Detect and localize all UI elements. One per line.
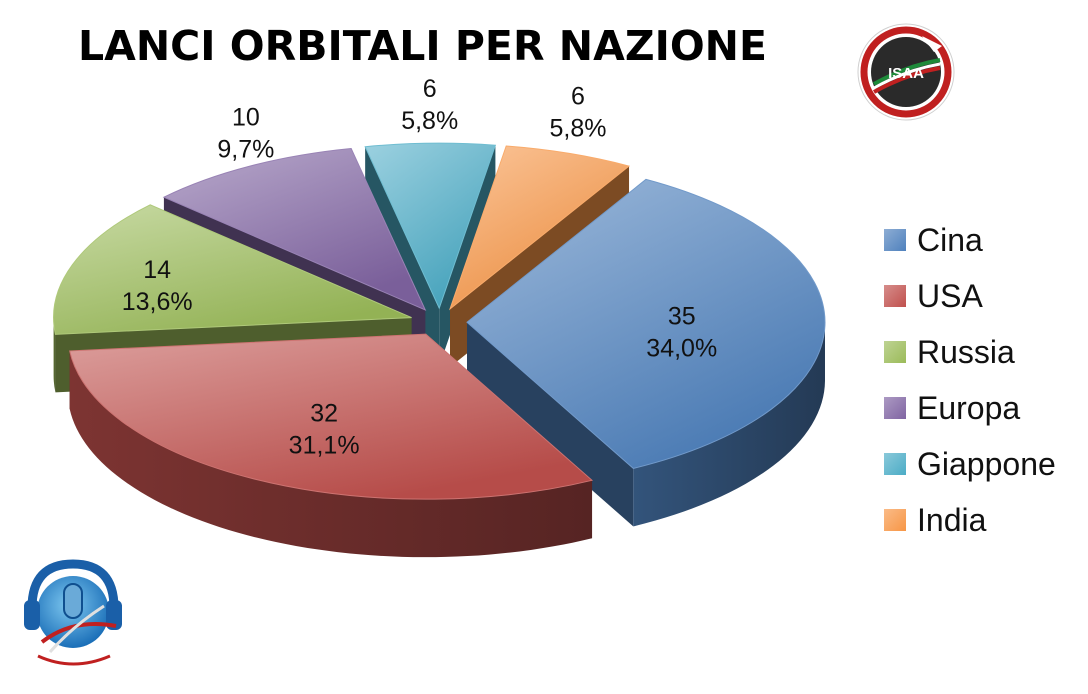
legend-swatch: [884, 509, 906, 531]
isaa-logo: ISAA: [857, 23, 955, 121]
legend-swatch: [884, 341, 906, 363]
slice-tops: [53, 142, 826, 500]
slice-side-russia: [53, 317, 56, 393]
radio-logo: [24, 559, 122, 666]
legend-swatch: [884, 229, 906, 251]
legend-swatch: [884, 453, 906, 475]
legend-swatch: [884, 397, 906, 419]
slice-wall-cina: [466, 322, 634, 527]
slice-labels: 35 34,0% 32 31,1% 14 13,6% 10 9,7% 6 5,8% 6 5,8%: [122, 75, 717, 459]
legend-label: India: [917, 502, 987, 538]
slice-europa: [162, 147, 427, 311]
legend: Cina USA Russia Europa Giappone India: [884, 212, 1056, 548]
legend-swatch: [884, 285, 906, 307]
data-label-percent-cina: 34,0%: [646, 334, 717, 362]
legend-item-europa: Europa: [884, 380, 1056, 436]
slice-cina: [466, 178, 826, 469]
data-label-value-usa: 32: [310, 399, 338, 427]
legend-label: USA: [917, 278, 983, 314]
data-label-value-europa: 10: [232, 103, 260, 131]
data-label-percent-usa: 31,1%: [289, 431, 360, 459]
legend-label: Cina: [917, 222, 983, 258]
chart-title: LANCI ORBITALI PER NAZIONE: [78, 22, 767, 70]
data-label-percent-europa: 9,7%: [217, 135, 274, 163]
legend-label: Giappone: [917, 446, 1056, 482]
legend-item-india: India: [884, 492, 1056, 548]
slice-side-cina: [633, 322, 825, 527]
slice-side-usa: [69, 350, 593, 558]
legend-label: Russia: [917, 334, 1015, 370]
legend-item-usa: USA: [884, 268, 1056, 324]
data-label-value-giappone: 6: [423, 75, 437, 103]
isaa-logo-text: ISAA: [888, 65, 924, 82]
data-label-value-cina: 35: [668, 302, 696, 330]
data-label-percent-india: 5,8%: [549, 115, 606, 143]
slice-india: [448, 145, 631, 311]
slice-russia: [53, 204, 412, 335]
legend-item-giappone: Giappone: [884, 436, 1056, 492]
data-label-value-india: 6: [571, 83, 585, 111]
slice-giappone: [364, 142, 497, 310]
legend-label: Europa: [917, 390, 1021, 426]
legend-item-cina: Cina: [884, 212, 1056, 268]
data-label-percent-giappone: 5,8%: [401, 107, 458, 135]
data-label-value-russia: 14: [143, 256, 171, 284]
slice-usa: [69, 333, 594, 500]
data-label-percent-russia: 13,6%: [122, 288, 193, 316]
legend-item-russia: Russia: [884, 324, 1056, 380]
